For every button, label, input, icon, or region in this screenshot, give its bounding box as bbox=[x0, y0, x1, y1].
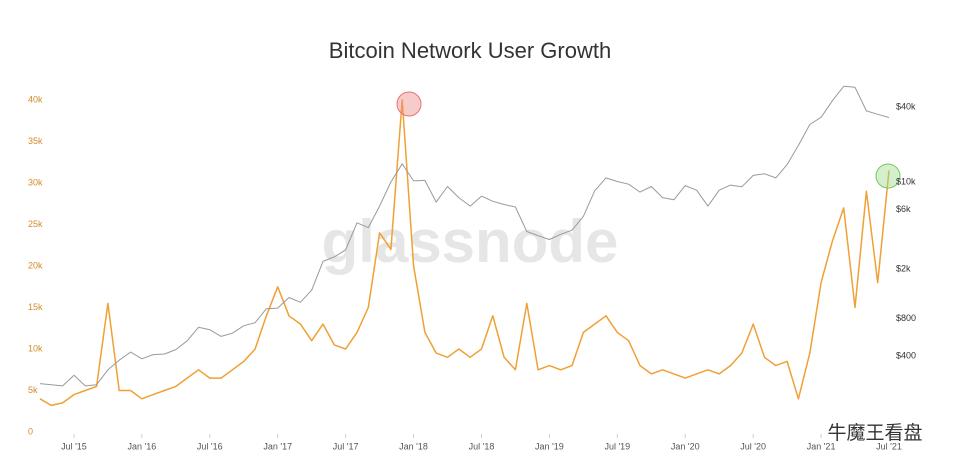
y-tick-label: 40k bbox=[28, 94, 43, 104]
y-tick-label: 5k bbox=[28, 385, 38, 395]
x-tick-label: Jul '19 bbox=[604, 441, 630, 451]
x-tick-label: Jul '21 bbox=[876, 441, 902, 451]
peak-highlight bbox=[396, 91, 422, 117]
y-tick-label: 20k bbox=[28, 260, 43, 270]
x-tick-label: Jan '18 bbox=[399, 441, 428, 451]
x-tick-label: Jul '20 bbox=[740, 441, 766, 451]
x-tick-label: Jan '21 bbox=[807, 441, 836, 451]
y2-tick-label: $400 bbox=[896, 350, 916, 360]
x-tick-label: Jul '16 bbox=[197, 441, 223, 451]
x-tick-label: Jan '20 bbox=[671, 441, 700, 451]
y-tick-label: 10k bbox=[28, 343, 43, 353]
y2-tick-label: $10k bbox=[896, 176, 916, 186]
x-tick-label: Jul '15 bbox=[61, 441, 87, 451]
y2-tick-label: $2k bbox=[896, 263, 911, 273]
x-tick-label: Jul '17 bbox=[333, 441, 359, 451]
x-tick-label: Jan '17 bbox=[263, 441, 292, 451]
chart-title: Bitcoin Network User Growth bbox=[329, 38, 611, 63]
recent-highlight bbox=[875, 163, 901, 189]
x-tick-label: Jul '18 bbox=[469, 441, 495, 451]
x-tick-label: Jan '16 bbox=[128, 441, 157, 451]
y2-tick-label: $800 bbox=[896, 313, 916, 323]
series-line bbox=[39, 99, 890, 407]
y-tick-label: 15k bbox=[28, 302, 43, 312]
x-tick-label: Jan '19 bbox=[535, 441, 564, 451]
watermark: glassnode bbox=[322, 208, 619, 275]
y-tick-label: 30k bbox=[28, 177, 43, 187]
y-tick-label: 35k bbox=[28, 136, 43, 146]
source-mark: 牛魔王看盘 bbox=[827, 422, 922, 444]
y2-tick-label: $40k bbox=[896, 101, 916, 111]
series-line bbox=[39, 85, 890, 387]
y-tick-label: 25k bbox=[28, 219, 43, 229]
y2-tick-label: $6k bbox=[896, 204, 911, 214]
y-tick-label: 0 bbox=[28, 426, 33, 436]
